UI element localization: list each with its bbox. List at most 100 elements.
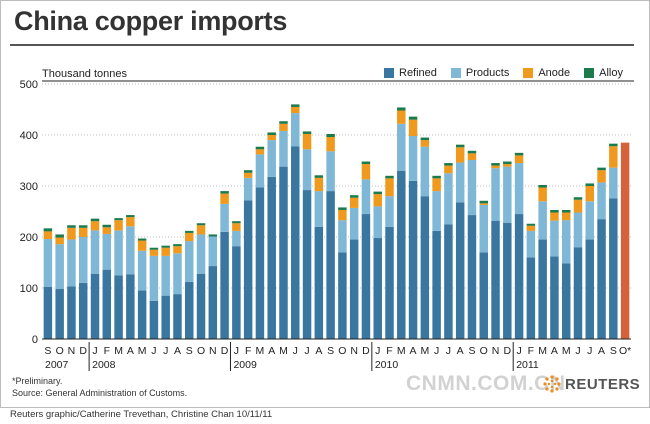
bar-segment-refined (243, 200, 253, 339)
bar-segment-anode (126, 217, 135, 227)
reuters-logo: REUTERS (543, 375, 640, 393)
x-tick-label: A (598, 345, 605, 357)
year-label: 2008 (92, 359, 116, 371)
x-tick-label: N (209, 345, 217, 357)
y-tick-label: 500 (20, 79, 38, 91)
bar-segment-alloy (550, 209, 559, 213)
bar-segment-products (137, 250, 147, 291)
legend-label-refined: Refined (399, 67, 437, 79)
bar-segment-products (432, 191, 441, 231)
x-tick-label: J (375, 345, 380, 357)
bar-segment-refined (491, 220, 500, 339)
x-tick-label: F (386, 345, 392, 357)
bar-segment-anode (149, 249, 159, 256)
x-tick-label: O (56, 345, 64, 357)
reuters-dots-icon (543, 375, 561, 393)
bar-segment-alloy (279, 121, 288, 124)
bar-segment-alloy (408, 116, 418, 120)
bar-segment-anode (196, 225, 206, 235)
bar-segment-products (90, 230, 100, 274)
bar-segment-alloy (78, 225, 88, 228)
bar-segment-products (349, 207, 359, 240)
x-tick-label: M (256, 345, 265, 357)
year-label: 2011 (516, 359, 539, 371)
x-tick-label: F (528, 345, 534, 357)
bar-segment-refined (550, 256, 559, 339)
bar-segment-products (255, 154, 265, 188)
bar-segment-products (538, 201, 547, 240)
bar-segment-refined (573, 247, 583, 339)
x-tick-label: A (315, 345, 322, 357)
bar-segment-products (126, 226, 135, 275)
title-divider (10, 44, 634, 46)
bar-segment-products (243, 177, 253, 201)
bar-segment-refined (314, 226, 324, 339)
bar-segment-alloy (43, 228, 53, 232)
bar-segment-refined (338, 252, 347, 339)
bar-segment-refined (397, 170, 406, 339)
bar-segment-products (444, 173, 453, 225)
bar-segment-alloy (232, 221, 241, 224)
x-tick-label: S (186, 345, 193, 357)
bar-segment-refined (444, 224, 453, 339)
bar-segment-refined (349, 239, 359, 339)
bar-segment-anode (609, 146, 618, 168)
bar-segment-alloy (385, 175, 394, 179)
x-tick-label: N (492, 345, 500, 357)
bar-segment-alloy (102, 224, 112, 228)
bar-segment-products (78, 237, 88, 283)
bar-segment-anode (385, 178, 394, 197)
bar-segment-refined (149, 300, 159, 339)
bar-segment-alloy (255, 146, 265, 150)
source-note: Source: General Administration of Custom… (12, 388, 188, 398)
bar-segment-products (467, 159, 477, 216)
bar-segment-alloy (538, 184, 547, 188)
y-tick-label: 300 (20, 181, 38, 193)
bar-segment-alloy (149, 247, 159, 250)
bar-segment-products (550, 220, 559, 257)
bar-segment-anode (137, 240, 147, 251)
bar-segment-anode (55, 237, 64, 245)
bar-segment-products (338, 220, 347, 253)
bar-segment-alloy (173, 244, 182, 247)
bar-segment-alloy (314, 175, 324, 178)
graphic-credit: Reuters graphic/Catherine Trevethan, Chr… (10, 409, 273, 420)
bar-segment-products (397, 123, 406, 171)
bar-segment-alloy (432, 175, 441, 179)
legend-label-products: Products (465, 67, 510, 79)
bar-segment-alloy (361, 161, 371, 165)
x-tick-label: J (434, 345, 439, 357)
bar-segment-products (408, 136, 418, 181)
bar-segment-refined (255, 187, 265, 339)
legend-item-anode: Anode (523, 67, 570, 79)
bar-segment-anode (291, 106, 300, 114)
bar-segment-products (314, 191, 324, 227)
x-tick-label: S (468, 345, 475, 357)
x-tick-label: J (516, 345, 521, 357)
bar-segment-refined (291, 146, 300, 339)
bar-segment-anode (597, 170, 606, 183)
bar-segment-anode (279, 123, 288, 131)
bar-segment-refined (302, 190, 312, 339)
x-tick-label: D (221, 345, 229, 357)
bar-segment-refined (373, 238, 382, 339)
x-tick-label: J (92, 345, 97, 357)
bar-segment-refined (185, 281, 194, 339)
bar-segment-alloy (514, 152, 524, 156)
bar-segment-alloy (561, 209, 571, 213)
bar-segment-refined (67, 286, 76, 339)
footnote-preliminary: *Preliminary. (12, 376, 63, 386)
bar-segment-products (102, 233, 112, 270)
bar-segment-refined (479, 252, 488, 339)
bar-segment-anode (561, 212, 571, 221)
bar-segment-anode (432, 178, 441, 192)
bar-segment-anode (255, 149, 265, 155)
x-tick-label: F (104, 345, 110, 357)
bar-segment-anode (444, 165, 453, 174)
bar-segment-products (43, 239, 53, 287)
bar-segment-products (185, 241, 194, 282)
bar-segment-alloy (420, 137, 430, 141)
x-tick-label: M (538, 345, 547, 357)
bar-segment-alloy (67, 225, 76, 228)
